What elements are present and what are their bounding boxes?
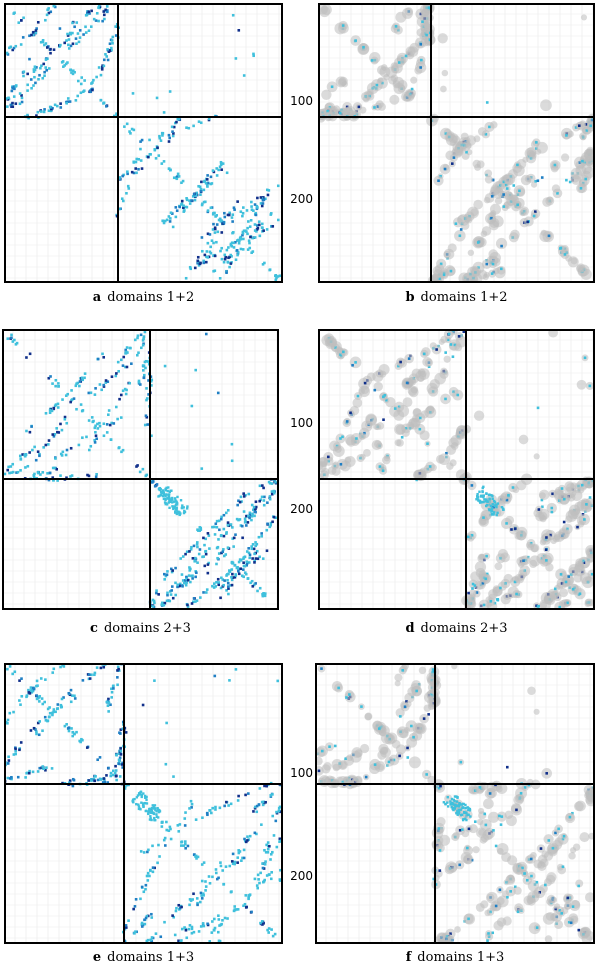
contact-points <box>4 663 283 944</box>
tick-label-b-100: 100 <box>290 94 313 108</box>
domain-boundaries <box>315 663 595 944</box>
tick-label-f-100: 100 <box>290 766 313 780</box>
caption-text-c: domains 2+3 <box>103 621 191 636</box>
domain-boundaries <box>4 663 283 944</box>
caption-d: d domains 2+3 <box>318 621 595 636</box>
caption-text-b: domains 1+2 <box>420 290 508 305</box>
caption-text-d: domains 2+3 <box>420 621 508 636</box>
contact-map-panel-c <box>2 329 279 610</box>
contact-points <box>3 330 278 609</box>
caption-letter-f: f <box>405 950 412 965</box>
tick-label-f-200: 200 <box>290 869 313 883</box>
prediction-map-b <box>318 3 595 283</box>
contact-map-c <box>2 329 279 610</box>
grid-lines <box>4 3 283 283</box>
caption-text-e: domains 1+3 <box>107 950 195 965</box>
contact-map-panel-a <box>4 3 283 283</box>
tick-label-d-100: 100 <box>290 416 313 430</box>
contact-points <box>318 3 595 283</box>
tick-label-d-200: 200 <box>290 502 313 516</box>
domain-boundaries <box>318 3 595 283</box>
caption-text-f: domains 1+3 <box>417 950 505 965</box>
prediction-map-panel-b <box>318 3 595 283</box>
domain-boundaries <box>4 3 283 283</box>
caption-c: c domains 2+3 <box>2 621 279 636</box>
caption-text-a: domains 1+2 <box>107 290 195 305</box>
caption-letter-b: b <box>405 290 415 305</box>
contact-points <box>5 4 282 282</box>
caption-letter-c: c <box>90 621 98 636</box>
contact-points <box>318 329 595 610</box>
caption-b: b domains 1+2 <box>318 290 595 305</box>
contact-map-panel-e <box>4 663 283 944</box>
caption-a: a domains 1+2 <box>4 290 283 305</box>
prediction-map-panel-d <box>318 329 595 610</box>
domain-boundaries <box>318 329 595 610</box>
caption-letter-e: e <box>92 950 102 965</box>
prediction-map-f <box>315 663 595 944</box>
tick-label-b-200: 200 <box>290 192 313 206</box>
contact-map-e <box>4 663 283 944</box>
grid-lines <box>315 663 595 944</box>
caption-e: e domains 1+3 <box>4 950 283 965</box>
caption-letter-a: a <box>92 290 102 305</box>
caption-letter-d: d <box>405 621 415 636</box>
contact-points <box>315 663 595 944</box>
caption-f: f domains 1+3 <box>315 950 595 965</box>
prediction-map-d <box>318 329 595 610</box>
prediction-map-panel-f <box>315 663 595 944</box>
domain-boundaries <box>2 329 279 610</box>
contact-map-a <box>4 3 283 283</box>
